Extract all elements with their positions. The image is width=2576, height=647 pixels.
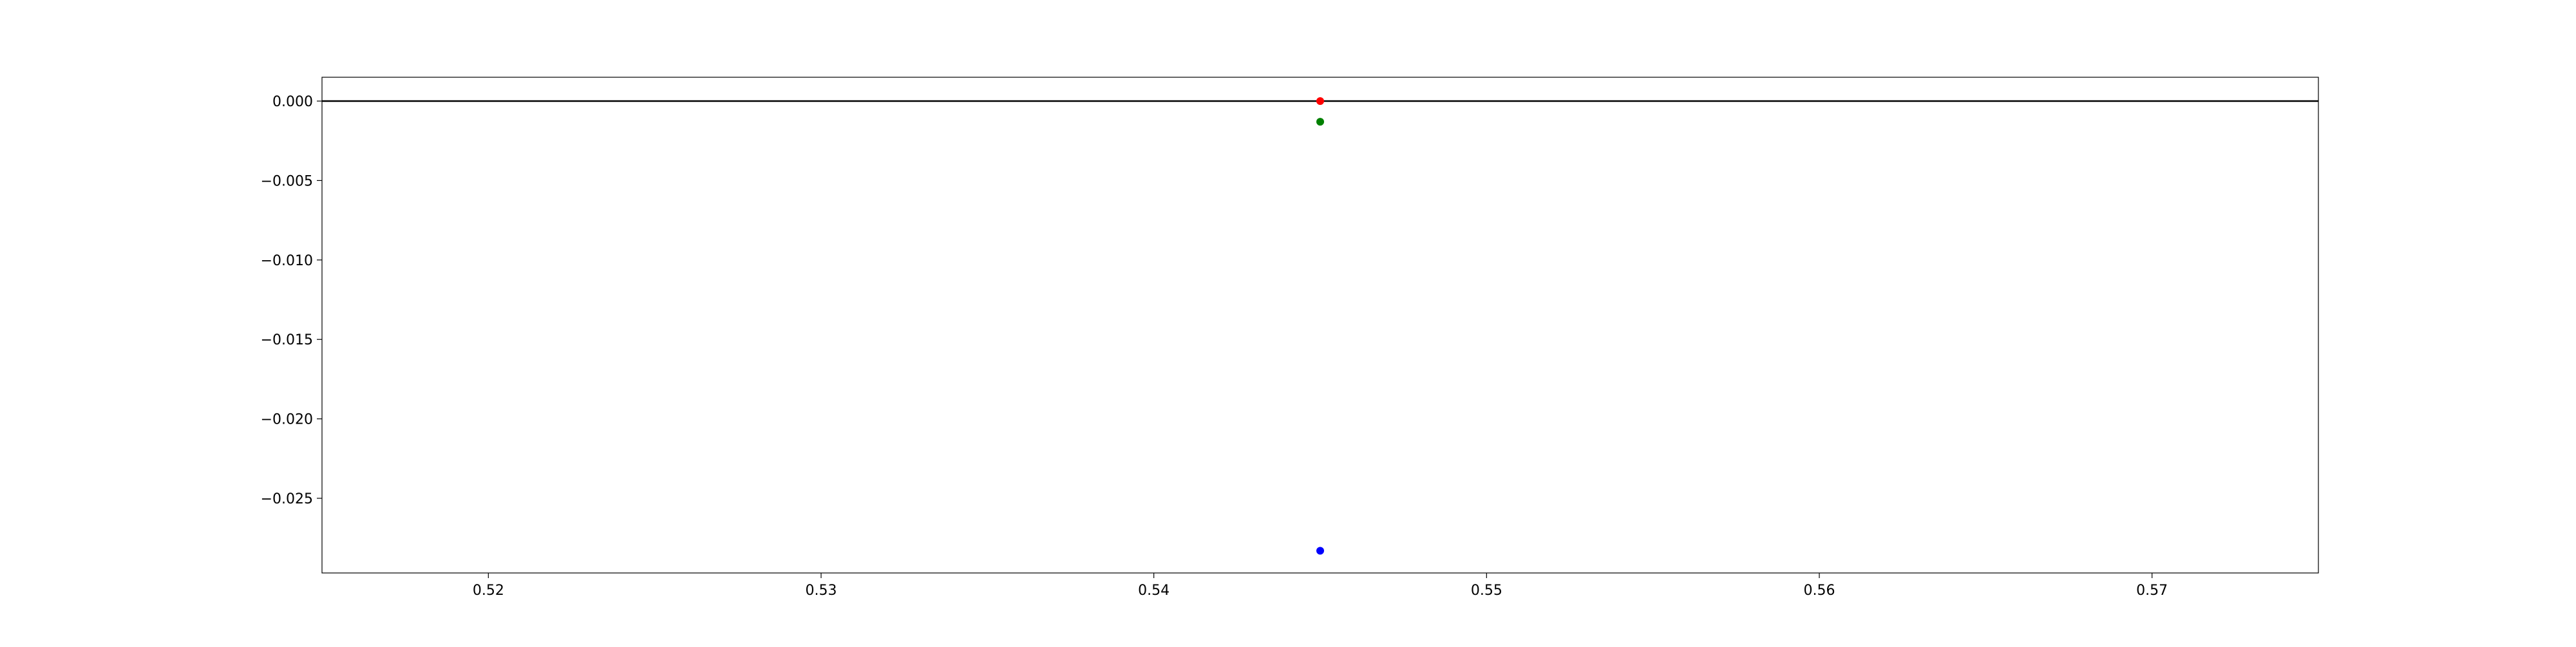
y-tick-label: −0.020 [261,412,313,428]
data-point-series-2 [1316,118,1324,126]
x-axis: 0.52 0.53 0.54 0.55 0.56 0.57 [473,573,2168,599]
y-tick-label: −0.005 [261,173,313,189]
data-point-series-3 [1316,547,1324,555]
y-tick-label: −0.025 [261,491,313,507]
data-points-layer [1316,97,1324,555]
x-tick-label: 0.56 [1804,583,1835,599]
x-tick-label: 0.52 [473,583,504,599]
x-tick-label: 0.57 [2136,583,2168,599]
y-tick-label: −0.010 [261,253,313,269]
x-tick-label: 0.53 [806,583,837,599]
y-axis: 0.000 −0.005 −0.010 −0.015 −0.020 −0.025 [261,94,322,507]
y-tick-label: −0.015 [261,332,313,348]
data-point-series-1 [1316,97,1324,106]
plot-area-frame [321,77,2319,574]
x-tick-label: 0.55 [1471,583,1502,599]
y-tick-label: 0.000 [272,94,313,110]
x-tick-label: 0.54 [1138,583,1170,599]
